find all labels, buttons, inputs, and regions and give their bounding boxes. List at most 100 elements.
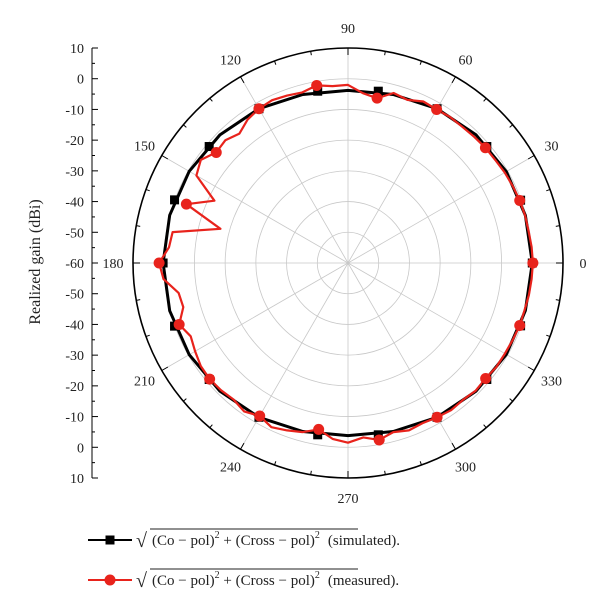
grid-spoke [161,262,349,371]
outer-tick [209,424,213,429]
outer-tick [527,155,535,160]
data-point [170,195,180,205]
outer-tick [310,470,312,475]
data-point [479,142,491,154]
data-point [313,86,323,96]
data-point [180,198,192,210]
outer-tick [161,155,169,160]
legend-marker [105,535,115,545]
angle-tick-label: 300 [455,461,476,476]
scale-tick-label: 0 [77,73,84,88]
legend-sqrt: √ [136,530,147,552]
data-point [313,423,325,435]
scale-tick-label: -10 [65,103,84,118]
outer-tick [384,470,386,475]
outer-tick [273,60,277,65]
legend-label: (Co − pol)2 + (Cross − pol)2 (measured). [152,570,399,589]
angle-tick-label: 60 [459,53,473,68]
data-point [431,411,443,423]
outer-tick [509,398,514,402]
y-axis-label: Realized gain (dBi) [27,199,44,324]
data-point [153,257,165,269]
outer-tick [240,442,245,450]
scale-tick-label: 10 [70,42,84,57]
scale-tick-label: -10 [65,411,84,426]
data-point [173,318,185,330]
legend-item-measured: √ (Co − pol)2 + (Cross − pol)2 (measured). [88,568,399,592]
data-point [373,434,385,446]
outer-tick [240,76,245,84]
outer-tick [182,124,187,128]
angle-tick-label: 210 [134,375,155,390]
outer-tick [136,225,141,227]
angle-tick-label: 30 [545,140,559,155]
outer-tick [555,299,560,301]
radial-scale-axis: 10 0 -10 -20 -30 -40 -50 -60 -50 -40 -30 -20 -10 0 10 [65,42,98,487]
markers-measured [153,79,539,446]
angle-tick-label: 270 [338,492,359,507]
polar-grid [132,47,564,479]
legend-item-simulated: √ (Co − pol)2 + (Cross − pol)2 (simulated)… [88,528,400,552]
angle-tick-label: 180 [103,257,124,272]
data-point [254,410,266,422]
grid-spoke [161,155,349,264]
data-point [313,430,323,440]
legend: √ (Co − pol)2 + (Cross − pol)2 (simulated)… [88,528,400,592]
scale-tick-label: -20 [65,134,84,149]
data-point [210,146,222,158]
legend-sqrt: √ [136,570,147,592]
data-point [480,372,492,384]
data-point [204,373,216,385]
series-layer [153,79,539,446]
outer-tick [546,188,551,192]
outer-tick [451,76,456,84]
legend-label: (Co − pol)2 + (Cross − pol)2 (simulated). [152,530,400,549]
angle-tick-label: 0 [580,257,587,272]
outer-tick [419,461,423,466]
outer-tick [273,461,277,466]
data-point [311,79,323,91]
scale-tick-label: 0 [77,441,84,456]
angle-tick-label: 240 [220,461,241,476]
outer-tick [555,225,560,227]
data-point [431,104,443,116]
angle-tick-label: 120 [220,53,241,68]
scale-tick-label: -50 [65,226,84,241]
data-point [371,92,383,104]
angle-tick-label: 90 [341,22,355,37]
outer-tick [527,366,535,371]
scale-tick-label: -40 [65,196,84,211]
scale-tick-label: -50 [65,288,84,303]
outer-tick [136,299,141,301]
scale-tick-label: -30 [65,349,84,364]
data-point [514,194,526,206]
scale-tick-label: 10 [70,472,84,487]
scale-tick-label: -40 [65,318,84,333]
outer-tick [182,398,187,402]
scale-tick-label: -30 [65,165,84,180]
legend-marker [104,574,116,586]
data-point [204,142,214,152]
grid-spoke [347,262,535,371]
data-point [373,86,383,96]
data-point [514,320,526,332]
outer-tick [145,188,150,192]
outer-tick [546,334,551,338]
outer-tick [161,366,169,371]
data-point [527,257,539,269]
outer-tick [483,97,487,102]
scale-tick-label: -20 [65,380,84,395]
outer-tick [384,51,386,56]
angle-tick-labels: 0 30 60 90 120 150 180 210 240 270 300 330 [103,22,587,507]
outer-tick [451,442,456,450]
data-point [253,103,265,115]
outer-tick [145,334,150,338]
scale-tick-label: -60 [65,257,84,272]
outer-tick [419,60,423,65]
outer-tick [310,51,312,56]
grid-spoke [347,155,535,264]
outer-tick [483,424,487,429]
outer-tick [509,124,514,128]
angle-tick-label: 330 [541,375,562,390]
